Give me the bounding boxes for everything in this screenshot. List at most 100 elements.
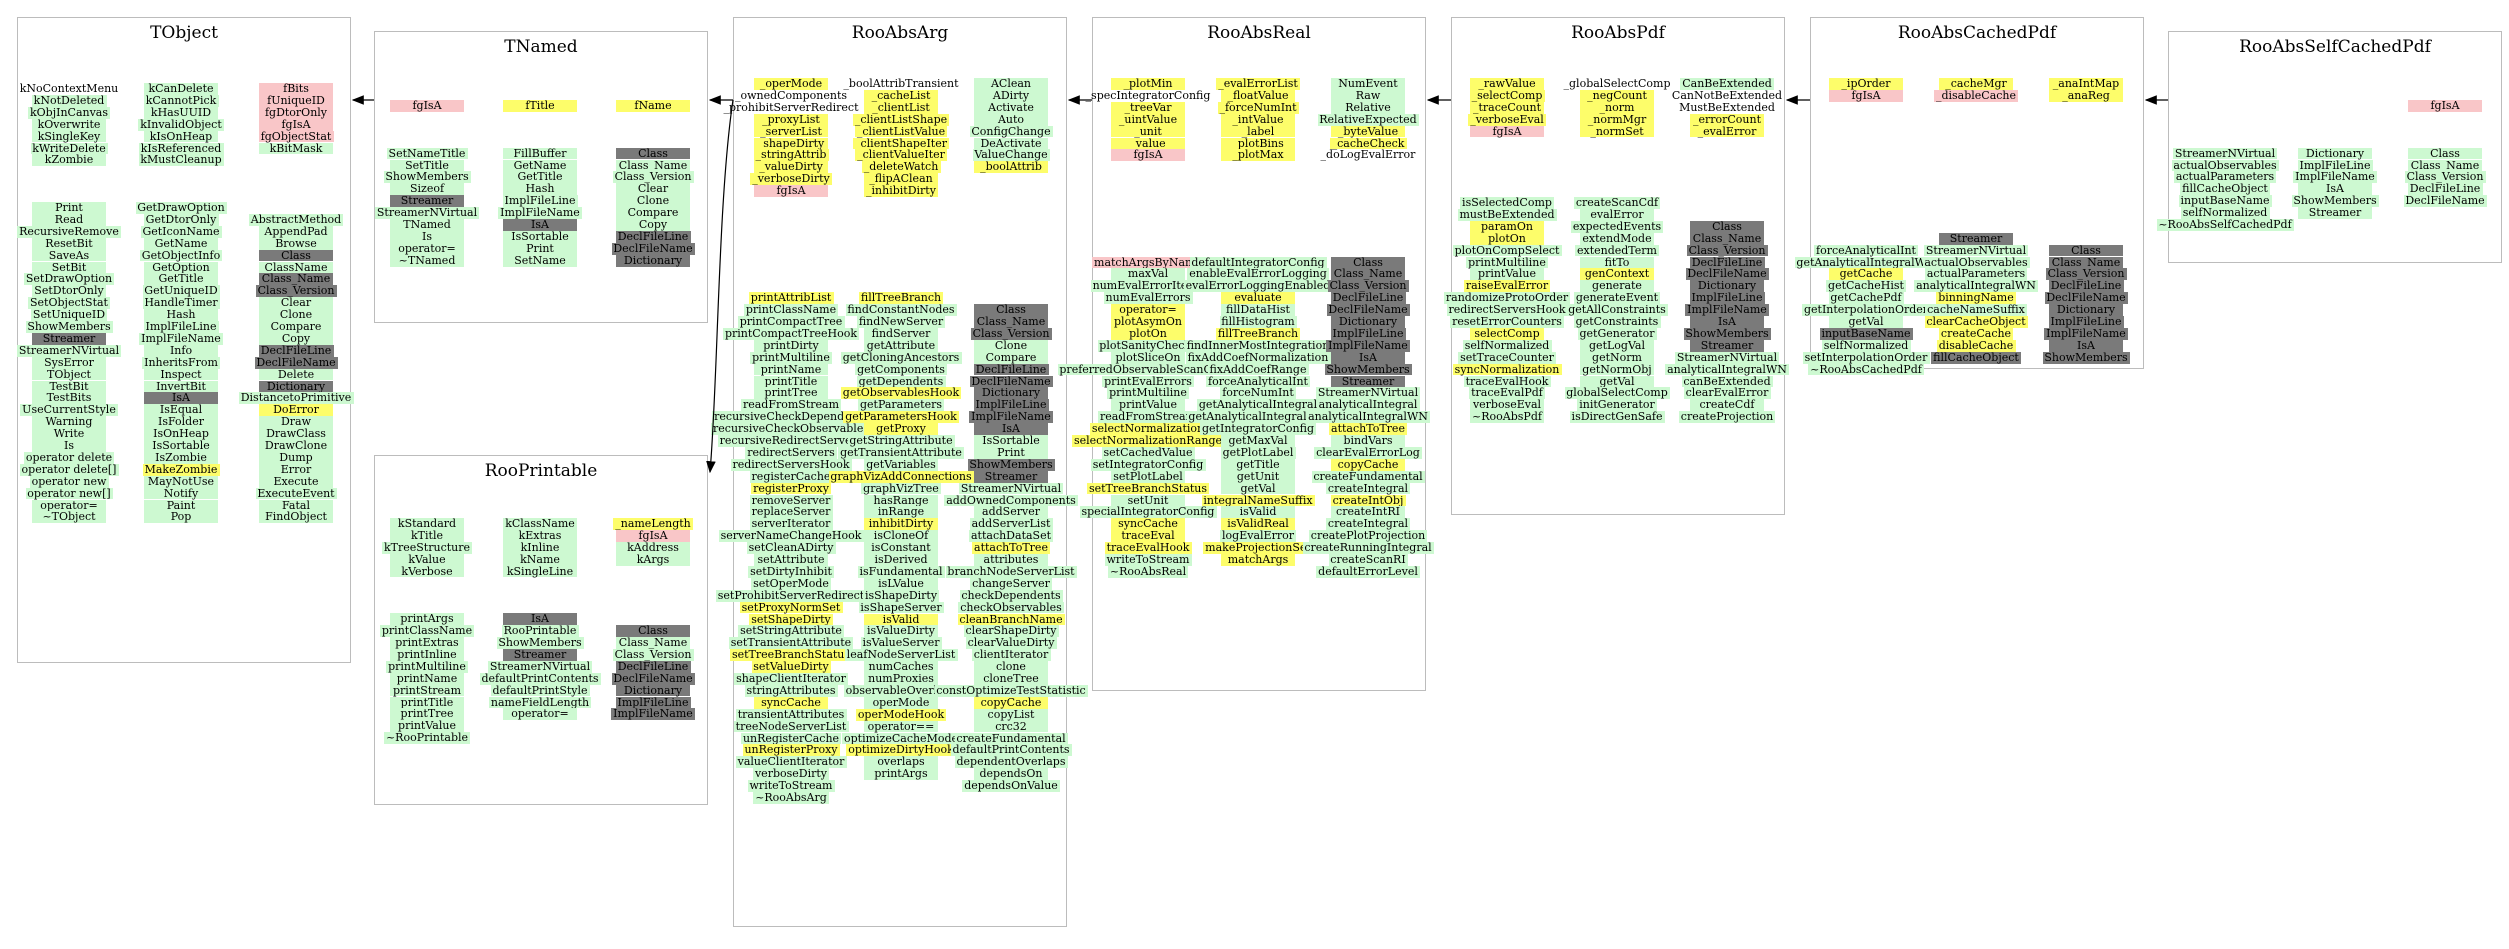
member-entry: printValue [1111,399,1185,412]
member-entry: DrawClone [259,440,333,452]
member-entry: CanNotBeExtended [1671,88,1783,102]
member-entry: kSingleLine [503,565,577,578]
member-entry: maxVal [1111,268,1185,281]
member-entry: Class_Version [612,171,694,184]
member-entry: createScanCdf [1574,196,1660,209]
member-entry: _label [1221,125,1295,138]
member-entry: cacheNameSuffix [1925,304,2027,316]
member-entry: IsEqual [144,404,218,417]
member-entry: ImplFileName [139,332,223,345]
member-entry: getProxy [864,423,938,435]
member-entry: serverNameChangeHook [718,530,864,543]
member-entry: ImplFileLine [1330,327,1406,340]
member-entry: ~TObject [32,511,106,524]
member-entry: getGenerator [1577,327,1657,340]
member-entry: DeclFileName [1685,267,1769,281]
member-entry: getLogVal [1580,339,1654,352]
member-entry: CanBeExtended [1680,78,1774,90]
member-entry: clearCacheObject [1924,315,2028,328]
member-entry: AClean [974,78,1048,90]
member-entry: plotSanityChecks [1097,338,1199,352]
member-entry: Paint [144,499,218,512]
member-entry: AbstractMethod [249,212,343,226]
member-entry: kObjInCanvas [28,105,110,119]
member-entry: SetName [503,254,577,267]
member-entry: IsA [974,423,1048,435]
member-entry: getNorm [1580,351,1654,364]
member-entry: Class_Version [2404,171,2486,184]
member-entry: resetErrorCounters [1450,316,1564,328]
member-entry: setPlotLabel [1111,470,1185,483]
member-entry: operator= [503,708,577,721]
member-entry: createFundamental [954,731,1068,745]
member-entry: createProjection [1679,410,1775,424]
member-entry: createFundamental [1311,469,1425,483]
member-entry: Compare [259,321,333,333]
member-entry: Clear [616,183,690,196]
member-entry: Streamer [974,470,1048,483]
member-entry: actualParameters [2174,170,2276,184]
member-entry: _valueDirty [754,161,828,174]
member-entry: Write [32,428,106,440]
member-entry: fgDtorOnly [259,106,333,119]
member-entry: ConfigChange [969,124,1053,138]
member-entry: writeToStream [1104,554,1192,566]
member-entry: setAttribute [754,554,828,566]
member-entry: setOperMode [751,577,831,590]
member-entry: Hash [503,183,577,196]
member-entry: ADirty [974,89,1048,102]
member-entry: createPlotProjection [1309,529,1427,543]
member-entry: TNamed [390,219,464,231]
member-entry: Dictionary [2049,304,2123,316]
member-entry: kArgs [616,553,690,566]
member-entry: _flipAClean [864,173,938,186]
member-entry: IsSortable [144,440,218,452]
member-entry: _ipOrder [1829,78,1903,90]
member-entry: printCompactTreeHook [723,326,859,340]
member-entry: GetTitle [144,273,218,286]
member-entry: IsZombie [144,451,218,464]
member-entry: DeclFileLine [615,230,691,243]
member-entry: NumEvent [1331,78,1405,90]
member-entry: DeclFileLine [615,660,691,673]
member-entry: getObservablesHook [841,386,961,400]
member-entry: Clone [259,309,333,321]
member-entry: isFundamental [857,564,945,578]
member-entry: setCachedValue [1101,446,1195,459]
member-entry: forceAnalyticalInt [1206,375,1310,388]
member-entry: fillTreeBranch [859,291,943,305]
member-entry: Class_Version [1327,280,1409,293]
member-entry: createIntRI [1331,506,1405,519]
class-title: TNamed [504,37,578,57]
member-entry: fixAddCoefRange [1207,363,1309,376]
member-entry: kBitMask [259,142,333,155]
member-entry: kInvalidObject [138,118,224,131]
member-entry: clearEvalErrorLog [1314,446,1422,459]
member-entry: _clientShapeIter [853,137,949,150]
member-entry: getStringAttribute [847,434,955,447]
member-entry: setDirtyInhibit [748,565,834,578]
member-entry: ~RooAbsPdf [1470,411,1544,424]
member-entry: Fatal [259,499,333,512]
class-title: RooPrintable [484,461,598,481]
member-entry: GetName [503,159,577,172]
member-entry: Class_Name [1331,268,1405,281]
member-entry: GetOption [144,261,218,274]
member-entry: _ownedComponents [734,88,848,102]
member-entry: ValueChange [972,148,1050,162]
member-entry: operator new [29,475,109,488]
member-entry: _verboseDirty [750,173,832,186]
member-entry: printTitle [754,375,828,388]
member-entry: defaultPrintContents [950,743,1072,757]
member-entry: Dictionary [1690,280,1764,293]
member-entry: InvertBit [144,380,218,393]
member-entry: Class [2408,147,2482,160]
member-entry: getInterpolationOrder [1802,303,1930,317]
member-entry: Execute [259,475,333,488]
member-entry: cloneTree [974,673,1048,685]
member-entry: ImplFileName [498,207,582,219]
member-entry: Pop [144,511,218,524]
member-entry: forceAnalyticalInt [1814,244,1918,257]
member-entry: fTitle [503,100,577,112]
member-entry: defaultPrintStyle [490,683,590,697]
